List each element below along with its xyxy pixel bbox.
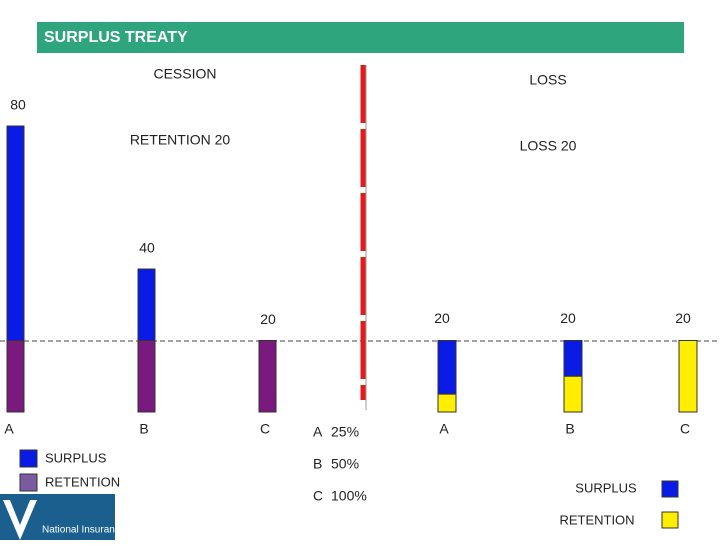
- loss-label: LOSS 20: [520, 138, 577, 154]
- surplus-bar: [6, 125, 25, 341]
- legend-label: SURPLUS: [45, 450, 107, 465]
- legend-label: SURPLUS: [575, 480, 637, 495]
- value-label: 20: [260, 311, 276, 327]
- share-name: B: [313, 456, 322, 472]
- retention-label: RETENTION 20: [130, 132, 231, 148]
- surplus-bar: [437, 340, 457, 395]
- legend-label: RETENTION: [45, 474, 120, 489]
- legend-swatch: [661, 480, 679, 498]
- bar-label: B: [565, 421, 574, 437]
- cession-heading: CESSION: [153, 66, 216, 82]
- title: SURPLUS TREATY: [44, 29, 188, 46]
- share-value: 25%: [331, 424, 359, 440]
- legend-swatch: [661, 511, 679, 529]
- logo-text: National Insurance: [42, 525, 126, 536]
- bar-label: B: [139, 421, 148, 437]
- value-label: 20: [675, 310, 691, 326]
- value-label: 20: [560, 310, 576, 326]
- share-name: A: [313, 424, 323, 440]
- logo: National Insurance: [0, 494, 126, 540]
- loss-heading: LOSS: [529, 72, 566, 88]
- value-label: 80: [10, 97, 26, 113]
- surplus-bar: [563, 340, 583, 377]
- bar-label: A: [439, 421, 449, 437]
- share-value: 100%: [331, 488, 367, 504]
- bar-label: A: [4, 421, 14, 437]
- retention-bar: [437, 393, 457, 413]
- legend-label: RETENTION: [559, 512, 634, 527]
- retention-bar: [258, 340, 277, 413]
- header-bar: [37, 22, 684, 53]
- share-name: C: [313, 488, 323, 504]
- bar-label: C: [680, 421, 690, 437]
- value-label: 40: [139, 240, 155, 256]
- retention-bar: [563, 375, 583, 413]
- share-value: 50%: [331, 456, 359, 472]
- bar-label: C: [260, 421, 270, 437]
- legend-swatch: [19, 449, 38, 468]
- retention-bar: [137, 340, 156, 413]
- retention-bar: [678, 340, 698, 413]
- value-label: 20: [434, 310, 450, 326]
- legend-swatch: [19, 473, 38, 492]
- surplus-bar: [137, 268, 156, 341]
- retention-bar: [6, 340, 25, 413]
